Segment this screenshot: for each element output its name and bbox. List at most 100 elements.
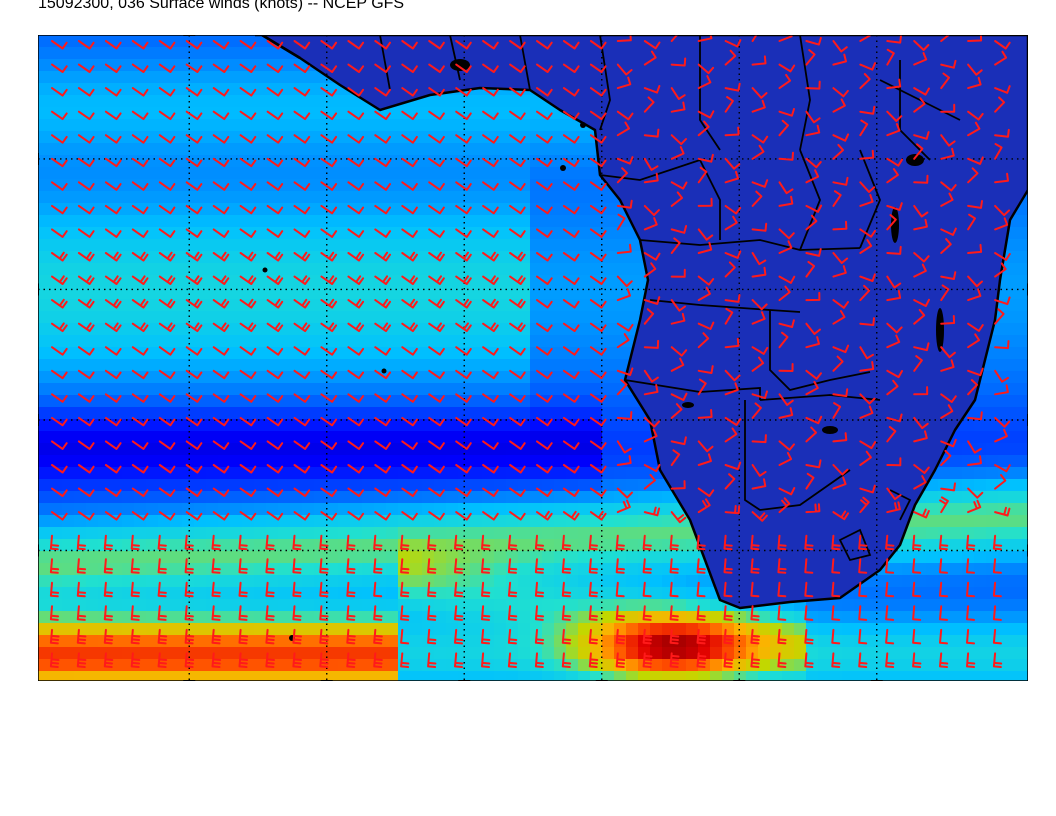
wind-speed-cell <box>578 239 591 252</box>
wind-speed-cell <box>266 83 279 96</box>
wind-barb <box>103 605 113 621</box>
wind-speed-cell <box>194 383 207 396</box>
wind-speed-cell <box>470 335 483 348</box>
wind-barb <box>428 251 445 262</box>
wind-speed-cell <box>386 251 399 264</box>
wind-speed-cell <box>842 647 855 660</box>
wind-speed-cell <box>158 455 171 468</box>
wind-speed-cell <box>422 443 435 456</box>
wind-speed-cell <box>1022 587 1028 600</box>
wind-speed-cell <box>218 551 231 564</box>
wind-speed-cell <box>614 599 627 612</box>
wind-speed-cell <box>542 623 555 636</box>
wind-speed-cell <box>398 239 411 252</box>
wind-speed-cell <box>194 515 207 528</box>
wind-speed-cell <box>302 371 315 384</box>
wind-speed-cell <box>830 647 843 660</box>
wind-speed-cell <box>554 143 567 156</box>
wind-speed-cell <box>386 287 399 300</box>
wind-speed-cell <box>170 623 183 636</box>
wind-speed-cell <box>554 431 567 444</box>
wind-speed-cell <box>146 239 159 252</box>
wind-speed-cell <box>254 455 267 468</box>
wind-speed-cell <box>482 419 495 432</box>
wind-speed-cell <box>74 467 87 480</box>
wind-speed-cell <box>254 239 267 252</box>
wind-speed-cell <box>50 503 63 516</box>
wind-speed-cell <box>74 95 87 108</box>
wind-speed-cell <box>554 659 567 672</box>
wind-barb <box>455 204 472 215</box>
wind-speed-cell <box>170 155 183 168</box>
wind-speed-cell <box>266 263 279 276</box>
wind-speed-cell <box>230 419 243 432</box>
wind-barb <box>239 464 257 474</box>
wind-barb <box>401 251 418 262</box>
wind-barb <box>293 251 311 262</box>
wind-speed-cell <box>122 671 135 681</box>
wind-speed-cell <box>230 359 243 372</box>
wind-speed-cell <box>530 551 543 564</box>
wind-speed-cell <box>542 215 555 228</box>
wind-speed-cell <box>254 491 267 504</box>
wind-speed-cell <box>110 551 123 564</box>
wind-speed-cell <box>146 107 159 120</box>
wind-speed-cell <box>338 371 351 384</box>
wind-speed-cell <box>602 431 615 444</box>
lakes <box>450 59 944 434</box>
wind-speed-cell <box>266 623 279 636</box>
wind-speed-cell <box>134 443 147 456</box>
wind-speed-cell <box>710 647 723 660</box>
wind-speed-cell <box>254 83 267 96</box>
wind-speed-cell <box>98 623 111 636</box>
wind-speed-cell <box>182 275 195 288</box>
wind-barb <box>157 534 167 551</box>
wind-speed-cell <box>62 143 75 156</box>
wind-speed-cell <box>578 587 591 600</box>
wind-speed-cell <box>890 587 903 600</box>
wind-speed-cell <box>158 407 171 420</box>
wind-speed-cell <box>290 527 303 540</box>
wind-barb <box>77 181 95 191</box>
wind-speed-cell <box>38 311 51 324</box>
wind-speed-cell <box>38 119 51 132</box>
wind-speed-cell <box>998 647 1011 660</box>
wind-speed-cell <box>98 59 111 72</box>
wind-speed-cell <box>470 395 483 408</box>
wind-speed-cell <box>434 431 447 444</box>
wind-speed-cell <box>914 671 927 681</box>
wind-speed-cell <box>410 395 423 408</box>
wind-speed-cell <box>302 623 315 636</box>
wind-speed-cell <box>206 335 219 348</box>
wind-speed-cell <box>314 83 327 96</box>
wind-speed-cell <box>926 527 939 540</box>
wind-barb <box>131 157 149 168</box>
wind-speed-cell <box>626 575 639 588</box>
wind-speed-cell <box>866 635 879 648</box>
wind-barb <box>185 275 203 285</box>
wind-barb <box>265 652 275 668</box>
wind-speed-cell <box>350 635 363 648</box>
wind-speed-cell <box>290 551 303 564</box>
wind-speed-cell <box>158 515 171 528</box>
wind-speed-cell <box>182 395 195 408</box>
wind-speed-cell <box>386 167 399 180</box>
wind-speed-cell <box>602 203 615 216</box>
wind-speed-cell <box>266 95 279 108</box>
wind-speed-cell <box>530 311 543 324</box>
wind-barb <box>374 487 391 497</box>
wind-speed-cell <box>494 179 507 192</box>
wind-barb <box>131 369 149 380</box>
wind-speed-cell <box>662 515 675 528</box>
wind-speed-cell <box>62 527 75 540</box>
wind-barb <box>428 275 445 285</box>
wind-speed-cell <box>302 599 315 612</box>
wind-speed-cell <box>38 359 51 372</box>
wind-speed-cell <box>38 263 51 276</box>
wind-speed-cell <box>98 47 111 60</box>
wind-speed-cell <box>710 659 723 672</box>
wind-speed-cell <box>626 515 639 528</box>
wind-speed-cell <box>950 491 963 504</box>
wind-speed-cell <box>446 371 459 384</box>
wind-speed-cell <box>38 347 51 360</box>
